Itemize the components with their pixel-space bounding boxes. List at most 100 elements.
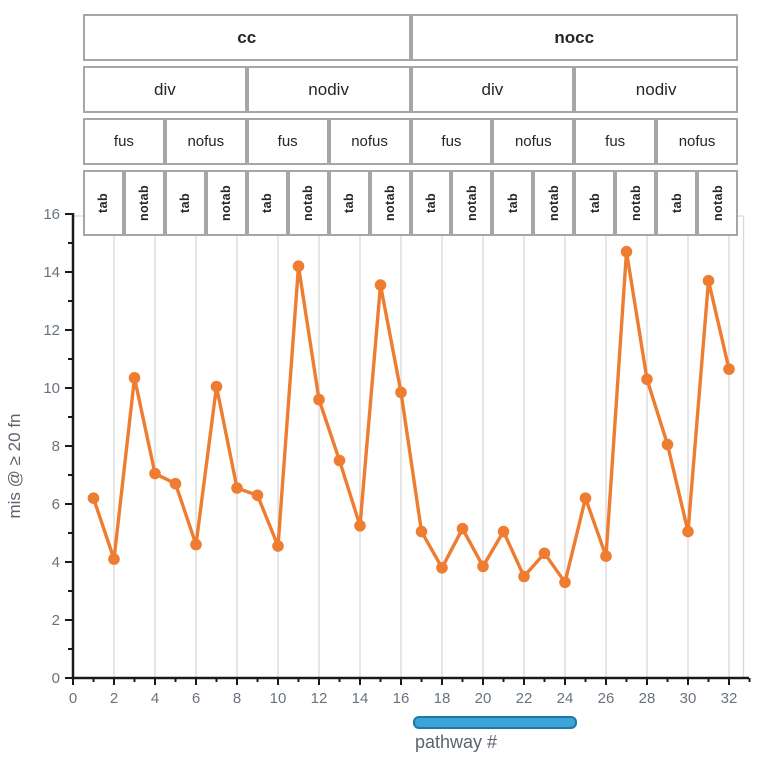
header-cell-fus: fus [410, 118, 493, 165]
x-tick-label: 20 [475, 690, 492, 707]
header-cell-tab: tab [574, 170, 616, 236]
x-tick-label: 22 [516, 690, 533, 707]
header-row-fus-level: fus nofus fus nofus fus nofus fus nofus [83, 118, 738, 165]
y-tick-label: 6 [52, 496, 60, 513]
data-point [374, 279, 387, 291]
header-cell-label: tab [669, 193, 684, 213]
header-cell-label: nofus [514, 133, 552, 150]
x-tick-label: 30 [680, 690, 697, 707]
header-cell-nofus: nofus [164, 118, 247, 165]
header-cell-notab: notab [287, 170, 329, 236]
header-cell-label: notab [710, 184, 725, 222]
header-cell-nodiv: nodiv [574, 66, 738, 113]
header-cell-label: tab [342, 193, 357, 213]
header-cell-notab: notab [205, 170, 247, 236]
x-axis-title: pathway # [414, 732, 498, 752]
header-cell-tab: tab [656, 170, 698, 236]
data-point [354, 519, 366, 532]
header-cell-label: nofus [351, 133, 388, 150]
y-tick-label: 2 [52, 612, 60, 629]
header-row-div-level: div nodiv div nodiv [83, 66, 738, 113]
data-point [723, 363, 735, 375]
series-line [91, 249, 731, 584]
header-cell-fus: fus [83, 118, 165, 165]
data-point [559, 576, 571, 589]
x-tick-label: 24 [557, 690, 574, 707]
x-tick-label: 26 [598, 690, 615, 707]
x-tick-label: 6 [192, 690, 200, 707]
x-tick-label: 10 [270, 690, 287, 707]
data-point [415, 525, 428, 538]
data-point [600, 550, 612, 562]
data-point [702, 274, 715, 287]
header-cell-fus: fus [574, 118, 657, 165]
header-cell-label: fus [277, 133, 298, 150]
header-cell-div: div [83, 66, 247, 113]
data-point [477, 560, 489, 573]
header-cell-cc: cc [83, 14, 411, 61]
data-series [91, 249, 731, 584]
header-cell-nofus: nofus [492, 118, 575, 165]
y-axis-title: mis @ ≥ 20 fn [5, 413, 24, 519]
data-point [497, 525, 510, 538]
y-tick-labels: 0 2 4 6 8 10 12 14 16 [43, 206, 60, 687]
data-point [620, 245, 633, 258]
header-cell-label: fus [441, 133, 462, 150]
header-cell-tab: tab [328, 170, 370, 236]
header-cell-label: fus [113, 133, 134, 150]
header-cell-notab: notab [451, 170, 493, 236]
header-cell-label: tab [96, 193, 111, 213]
header-cell-label: nofus [187, 133, 225, 150]
header-cell-label: tab [587, 193, 602, 213]
x-tick-label: 8 [233, 690, 241, 707]
x-tick-label: 28 [639, 690, 656, 707]
header-cell-label: tab [505, 193, 520, 213]
data-point [661, 438, 674, 451]
data-point [210, 380, 223, 393]
data-point [313, 393, 325, 406]
header-cell-tab: tab [410, 170, 452, 236]
header-cell-label: tab [423, 193, 438, 213]
header-cell-tab: tab [83, 170, 124, 236]
header-cell-tab: tab [492, 170, 534, 236]
header-cell-label: div [154, 79, 176, 99]
data-point [518, 570, 530, 583]
data-point [231, 482, 243, 494]
data-point [538, 547, 551, 560]
y-tick-label: 4 [52, 554, 60, 571]
header-cell-label: nodiv [308, 79, 349, 99]
x-tick-label: 16 [393, 690, 410, 707]
data-point [272, 540, 284, 552]
header-cell-label: tab [178, 193, 193, 213]
header-cell-label: notab [383, 184, 398, 222]
data-point [108, 553, 120, 565]
header-cell-nofus: nofus [328, 118, 411, 165]
data-point [395, 386, 407, 399]
data-point [87, 492, 100, 505]
x-tick-label: 18 [434, 690, 451, 707]
scrollbar-thumb[interactable] [413, 716, 578, 729]
tick-marks [65, 213, 751, 685]
x-tick-label: 14 [352, 690, 369, 707]
data-points [87, 245, 735, 589]
pivot-column-header: cc nocc div nodiv div nodiv fus nofus fus nofus fu… [83, 14, 738, 241]
x-tick-label: 4 [151, 690, 159, 707]
data-point [169, 477, 182, 490]
y-tick-label: 12 [43, 322, 60, 339]
y-tick-label: 8 [52, 438, 60, 455]
data-point [190, 538, 202, 551]
header-cell-label: notab [546, 184, 561, 222]
header-cell-label: notab [301, 184, 316, 222]
header-cell-label: notab [137, 184, 152, 222]
y-tick-label: 14 [43, 264, 60, 281]
header-cell-label: notab [464, 184, 479, 222]
header-cell-nocc: nocc [410, 14, 738, 61]
y-tick-label: 16 [43, 206, 60, 223]
data-point [251, 489, 264, 502]
header-cell-notab: notab [369, 170, 411, 236]
y-tick-label: 10 [43, 380, 60, 397]
header-cell-label: cc [237, 27, 257, 47]
x-tick-label: 32 [721, 690, 738, 707]
